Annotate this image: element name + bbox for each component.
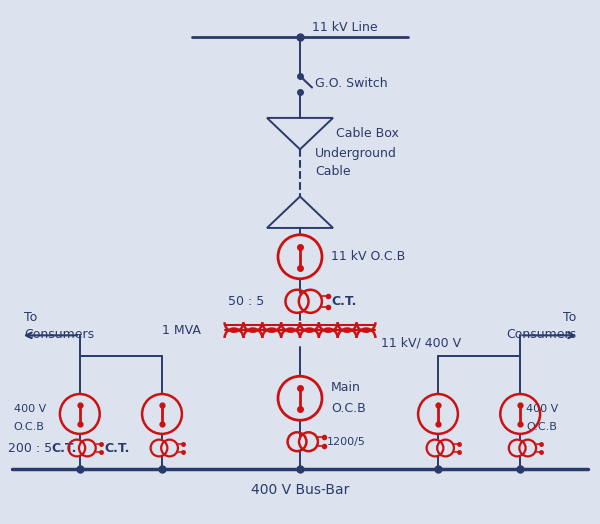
Text: Consumers: Consumers [24,328,94,341]
Text: Consumers: Consumers [506,328,576,341]
Text: 400 V: 400 V [14,403,46,414]
Text: O.C.B: O.C.B [14,422,44,432]
Text: 11 kV/ 400 V: 11 kV/ 400 V [382,337,461,350]
Text: Cable: Cable [315,166,350,178]
Text: 1 MVA: 1 MVA [161,324,200,336]
Text: C.T.: C.T. [105,442,130,454]
Text: To: To [24,311,37,323]
Text: Main: Main [331,381,361,394]
Text: Underground: Underground [315,147,397,160]
Text: C.T.: C.T. [331,295,356,308]
Text: 11 kV O.C.B: 11 kV O.C.B [331,250,405,263]
Text: 400 V Bus-Bar: 400 V Bus-Bar [251,483,349,497]
Text: C.T.: C.T. [52,442,77,454]
Text: O.C.B: O.C.B [526,422,557,432]
Text: 50 : 5: 50 : 5 [228,295,264,308]
Text: G.O. Switch: G.O. Switch [315,78,388,90]
Text: 11 kV Line: 11 kV Line [312,21,377,34]
Text: O.C.B: O.C.B [331,402,366,415]
Text: To: To [563,311,576,323]
Text: 200 : 5: 200 : 5 [8,442,52,454]
Text: 400 V: 400 V [526,403,559,414]
Text: 1200/5: 1200/5 [327,436,366,447]
Text: Cable Box: Cable Box [336,127,399,140]
